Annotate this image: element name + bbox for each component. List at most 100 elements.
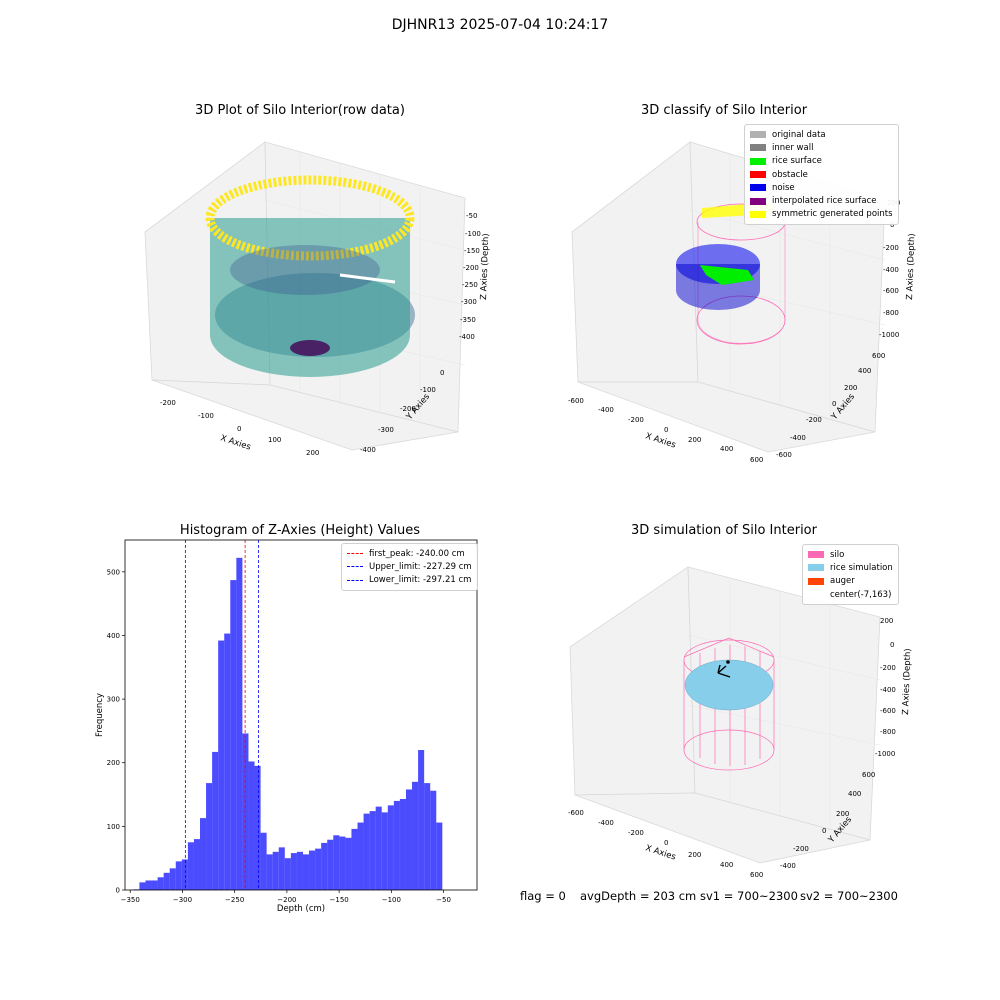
legend-swatch <box>750 157 766 165</box>
x-tick: -400 <box>598 406 614 414</box>
histogram-bar <box>230 580 237 890</box>
rice-surface-points <box>230 245 380 295</box>
status-sv2: sv2 = 700~2300 <box>800 889 898 903</box>
z-tick: -150 <box>464 247 480 255</box>
histogram-reference-lines <box>184 540 259 890</box>
histogram-bar <box>309 850 316 890</box>
z-tick: -800 <box>880 728 896 736</box>
histogram-bar <box>315 848 322 890</box>
histogram-bar <box>296 851 303 890</box>
histogram-chart[interactable]: −350 −300 −250 −200 −150 −100 −50 0 100 200 300 40… <box>90 535 490 920</box>
y-tick: 200 <box>844 384 857 392</box>
histogram-legend: first_peak: -240.00 cm Upper_limit: -227… <box>341 543 478 591</box>
y-ticks: 0 100 200 300 400 500 <box>107 568 125 895</box>
z-tick: -400 <box>883 266 899 274</box>
simulation-3d-plot[interactable]: -600 -400 -200 0 200 400 600 X Axies 600… <box>550 545 930 885</box>
x-tick: 600 <box>750 871 763 879</box>
z-tick: -250 <box>462 281 478 289</box>
x-tick: 0 <box>664 426 668 434</box>
legend-swatch <box>750 184 766 192</box>
y-tick: -400 <box>780 862 796 870</box>
z-tick: -200 <box>463 264 479 272</box>
histogram-bar <box>430 790 437 890</box>
x-tick: -400 <box>598 819 614 827</box>
histogram-bar <box>339 836 346 890</box>
z-tick: -200 <box>880 664 896 672</box>
histogram-bar <box>302 854 310 890</box>
y-tick: -200 <box>793 845 809 853</box>
y-tick: 0 <box>822 827 826 835</box>
status-avg-depth: avgDepth = 203 cm <box>580 889 697 903</box>
obstacle-gap <box>339 273 396 284</box>
y-tick-label: 100 <box>107 823 120 831</box>
histogram-bar <box>169 868 176 890</box>
plot-frame <box>124 539 478 891</box>
y-tick: 400 <box>848 790 861 798</box>
histogram-bar <box>224 633 231 890</box>
z-tick: -1000 <box>875 750 895 758</box>
x-axis-label: X Axies <box>644 843 677 862</box>
histogram-bar <box>393 800 400 890</box>
histogram-bar <box>369 811 376 890</box>
x-tick: 200 <box>688 851 701 859</box>
classify-legend: original data inner wall rice surface ob… <box>744 124 899 226</box>
x-tick: -200 <box>160 399 176 407</box>
histogram-bar <box>284 858 291 890</box>
bottom-points <box>290 340 330 356</box>
legend-item: rice simulation <box>808 561 893 574</box>
histogram-bar <box>290 853 297 890</box>
legend-item: noise <box>750 181 893 194</box>
y-tick: -200 <box>806 416 822 424</box>
x-tick: -600 <box>568 809 584 817</box>
pane-floor <box>577 381 876 453</box>
y-tick: 200 <box>836 810 849 818</box>
z-tick: -600 <box>883 287 899 295</box>
histogram-bar <box>151 880 158 890</box>
y-tick: 400 <box>858 367 871 375</box>
legend-item: interpolated rice surface <box>750 194 893 207</box>
x-tick: 400 <box>720 861 733 869</box>
x-tick-label: −100 <box>382 896 401 904</box>
legend-line <box>347 553 363 555</box>
histogram-bar <box>181 859 188 890</box>
legend-item: original data <box>750 128 893 141</box>
y-tick: -400 <box>360 446 376 454</box>
histogram-bar <box>266 854 273 890</box>
legend-item: rice surface <box>750 155 893 168</box>
histogram-bars <box>133 557 443 890</box>
rice-simulation-surface <box>684 659 774 711</box>
legend-swatch <box>808 564 824 572</box>
pane-floor <box>151 379 459 451</box>
z-axis-label: Z Axies (Depth) <box>901 648 913 715</box>
histogram-bar <box>321 842 328 890</box>
x-ticks: −350 −300 −250 −200 −150 −100 −50 <box>121 890 451 904</box>
rice-surface-points <box>700 265 754 285</box>
histogram-bar <box>139 882 146 890</box>
y-tick: -100 <box>420 386 436 394</box>
histogram-bar <box>381 812 388 890</box>
raw-plot-title: 3D Plot of Silo Interior(row data) <box>195 103 405 118</box>
legend-item: auger <box>808 575 893 588</box>
x-tick: -600 <box>568 397 584 405</box>
histogram-bar <box>193 839 200 890</box>
y-tick-label: 200 <box>107 759 120 767</box>
legend-swatch <box>750 197 766 205</box>
histogram-bar <box>175 861 182 890</box>
histogram-bar <box>187 842 194 890</box>
classify-3d-plot[interactable]: -600 -400 -200 0 200 400 600 X Axies 600… <box>550 120 930 470</box>
x-tick: 100 <box>268 436 281 444</box>
y-tick: 0 <box>440 369 444 377</box>
histogram-bar <box>418 750 425 890</box>
legend-item: Upper_limit: -227.29 cm <box>347 560 472 573</box>
y-tick: 600 <box>872 352 885 360</box>
center-marker <box>726 660 730 664</box>
histogram-bar <box>236 557 243 890</box>
legend-swatch <box>808 591 824 598</box>
z-tick: -100 <box>465 230 481 238</box>
x-tick: -200 <box>628 416 644 424</box>
histogram-bar <box>206 783 213 890</box>
auger <box>717 664 731 678</box>
raw-3d-plot[interactable]: -200 -100 0 100 200 X Axies 0 -100 -200 … <box>120 120 500 470</box>
y-tick: -300 <box>378 426 394 434</box>
y-tick-label: 0 <box>116 887 120 895</box>
